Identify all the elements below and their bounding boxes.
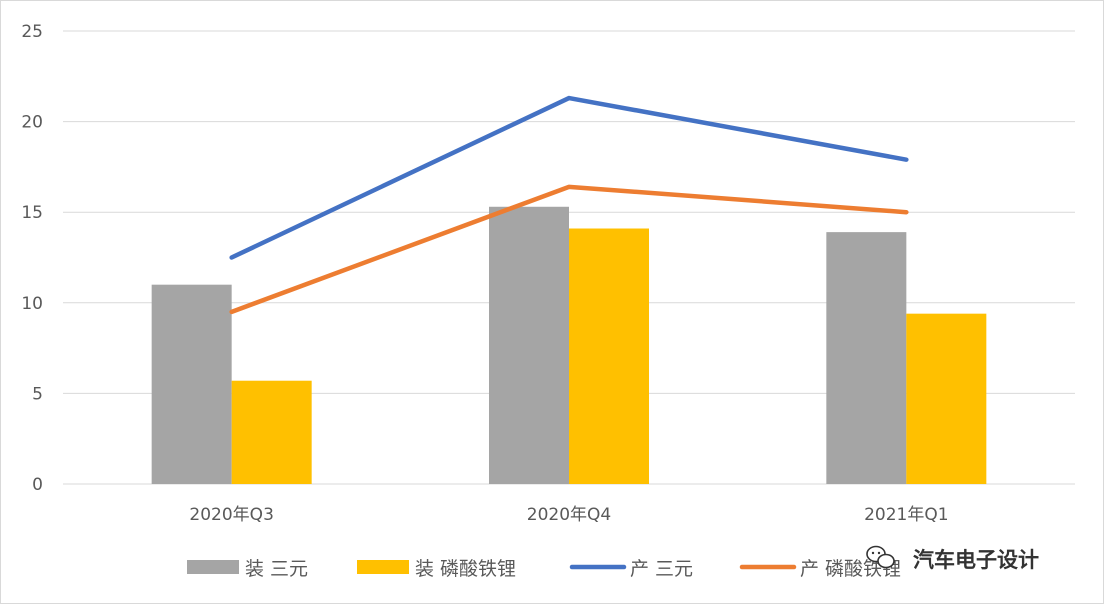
- bar: [569, 228, 649, 484]
- legend-swatch: [357, 560, 409, 574]
- y-tick-label: 20: [21, 113, 43, 133]
- y-tick-label: 10: [21, 294, 43, 314]
- bar: [151, 284, 232, 484]
- x-tick-label: 2021年Q1: [864, 505, 948, 525]
- wechat-icon: [866, 545, 895, 569]
- series-line: [229, 95, 909, 260]
- legend-label: 产 三元: [630, 558, 693, 580]
- watermark: 汽车电子设计: [866, 545, 1039, 572]
- lines: [229, 95, 909, 315]
- legend-label: 产 磷酸铁锂: [800, 558, 901, 580]
- bar: [231, 380, 312, 484]
- series-line: [229, 184, 909, 315]
- y-tick-label: 15: [21, 203, 43, 223]
- y-tick-label: 0: [32, 475, 43, 495]
- y-tick-label: 5: [32, 384, 43, 404]
- bar: [826, 232, 907, 484]
- bar: [906, 313, 987, 484]
- x-tick-label: 2020年Q3: [189, 505, 273, 525]
- legend-label: 装 磷酸铁锂: [415, 558, 516, 580]
- bar: [489, 206, 569, 484]
- y-tick-label: 25: [21, 22, 43, 42]
- legend: 装 三元 装 磷酸铁锂 产 三元 产 磷酸铁锂: [187, 558, 901, 580]
- x-tick-label: 2020年Q4: [527, 505, 611, 525]
- y-axis-ticks: 0 5 10 15 20 25: [21, 22, 43, 495]
- legend-label: 装 三元: [245, 558, 308, 580]
- watermark-text: 汽车电子设计: [913, 548, 1039, 572]
- bars: [151, 206, 987, 484]
- x-axis-ticks: 2020年Q3 2020年Q4 2021年Q1: [189, 505, 948, 525]
- legend-swatch: [187, 560, 239, 574]
